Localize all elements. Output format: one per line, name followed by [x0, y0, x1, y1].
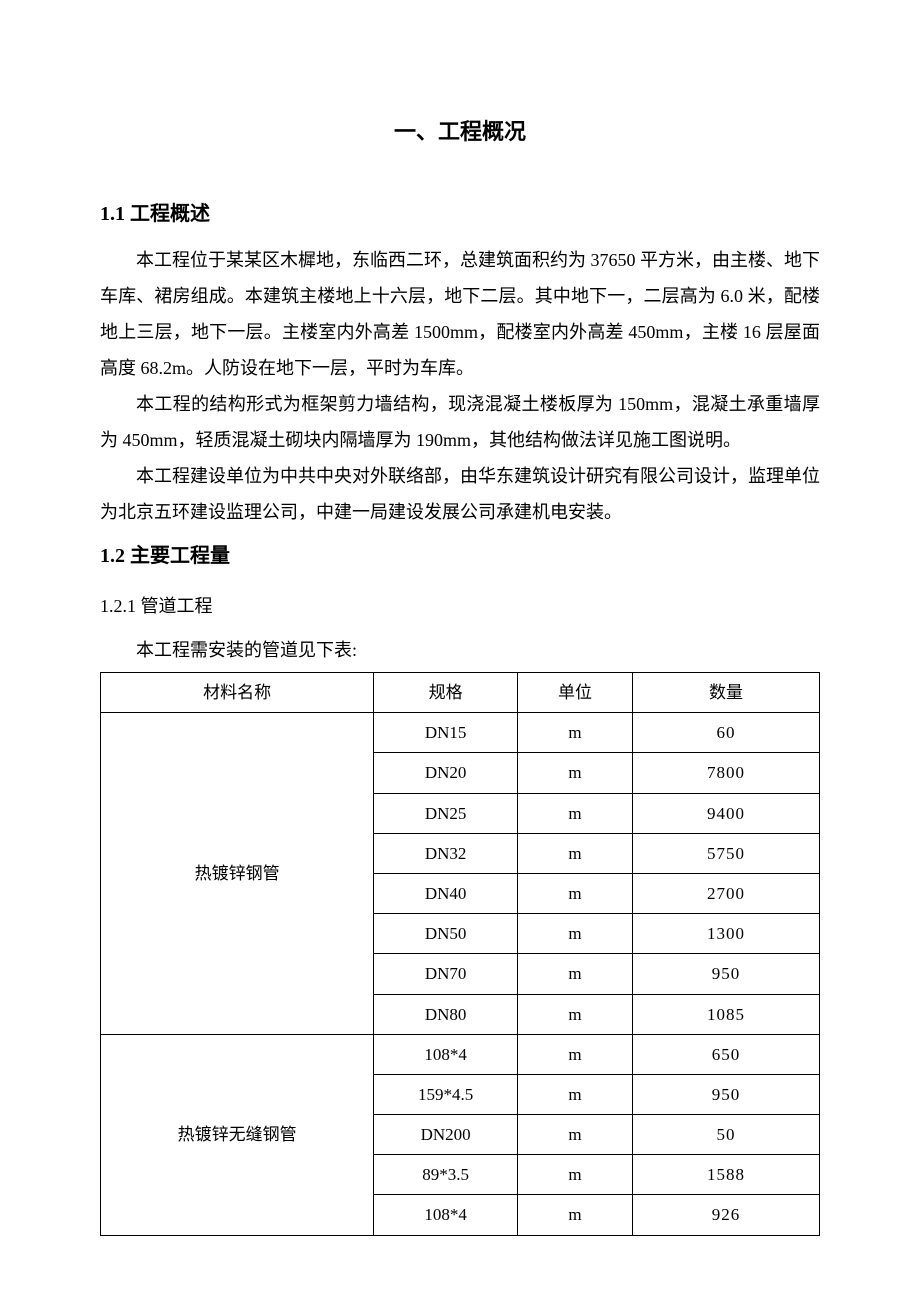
col-material-name: 材料名称 — [101, 673, 374, 713]
section-1-1-para-3: 本工程建设单位为中共中央对外联络部，由华东建筑设计研究有限公司设计，监理单位为北… — [100, 458, 820, 530]
unit-cell: m — [518, 1034, 633, 1074]
qty-cell: 50 — [633, 1115, 820, 1155]
table-row: 热镀锌无缝钢管108*4m650 — [101, 1034, 820, 1074]
qty-cell: 1085 — [633, 994, 820, 1034]
section-1-1-heading: 1.1 工程概述 — [100, 194, 820, 234]
spec-cell: 108*4 — [374, 1034, 518, 1074]
unit-cell: m — [518, 954, 633, 994]
section-1-2-1-heading: 1.2.1 管道工程 — [100, 588, 820, 624]
spec-cell: DN25 — [374, 793, 518, 833]
spec-cell: DN15 — [374, 713, 518, 753]
spec-cell: DN200 — [374, 1115, 518, 1155]
section-1-2-heading: 1.2 主要工程量 — [100, 536, 820, 576]
spec-cell: DN50 — [374, 914, 518, 954]
qty-cell: 1588 — [633, 1155, 820, 1195]
unit-cell: m — [518, 1195, 633, 1235]
spec-cell: 89*3.5 — [374, 1155, 518, 1195]
unit-cell: m — [518, 793, 633, 833]
spec-cell: DN80 — [374, 994, 518, 1034]
doc-title: 一、工程概况 — [100, 110, 820, 154]
section-1-1-para-1: 本工程位于某某区木樨地，东临西二环，总建筑面积约为 37650 平方米，由主楼、… — [100, 242, 820, 386]
qty-cell: 1300 — [633, 914, 820, 954]
spec-cell: DN20 — [374, 753, 518, 793]
unit-cell: m — [518, 833, 633, 873]
spec-cell: DN32 — [374, 833, 518, 873]
qty-cell: 2700 — [633, 873, 820, 913]
unit-cell: m — [518, 914, 633, 954]
pipe-table: 材料名称 规格 单位 数量 热镀锌钢管DN15m60DN20m7800DN25m… — [100, 672, 820, 1236]
unit-cell: m — [518, 753, 633, 793]
table-caption: 本工程需安装的管道见下表: — [100, 632, 820, 668]
qty-cell: 5750 — [633, 833, 820, 873]
unit-cell: m — [518, 713, 633, 753]
table-row: 热镀锌钢管DN15m60 — [101, 713, 820, 753]
spec-cell: 108*4 — [374, 1195, 518, 1235]
unit-cell: m — [518, 994, 633, 1034]
unit-cell: m — [518, 1155, 633, 1195]
qty-cell: 9400 — [633, 793, 820, 833]
unit-cell: m — [518, 1115, 633, 1155]
material-name-cell: 热镀锌钢管 — [101, 713, 374, 1035]
qty-cell: 950 — [633, 954, 820, 994]
col-qty: 数量 — [633, 673, 820, 713]
spec-cell: DN70 — [374, 954, 518, 994]
qty-cell: 650 — [633, 1034, 820, 1074]
col-spec: 规格 — [374, 673, 518, 713]
table-header-row: 材料名称 规格 单位 数量 — [101, 673, 820, 713]
qty-cell: 60 — [633, 713, 820, 753]
section-1-1-para-2: 本工程的结构形式为框架剪力墙结构，现浇混凝土楼板厚为 150mm，混凝土承重墙厚… — [100, 386, 820, 458]
col-unit: 单位 — [518, 673, 633, 713]
material-name-cell: 热镀锌无缝钢管 — [101, 1034, 374, 1235]
unit-cell: m — [518, 873, 633, 913]
unit-cell: m — [518, 1074, 633, 1114]
qty-cell: 7800 — [633, 753, 820, 793]
qty-cell: 926 — [633, 1195, 820, 1235]
spec-cell: DN40 — [374, 873, 518, 913]
spec-cell: 159*4.5 — [374, 1074, 518, 1114]
qty-cell: 950 — [633, 1074, 820, 1114]
